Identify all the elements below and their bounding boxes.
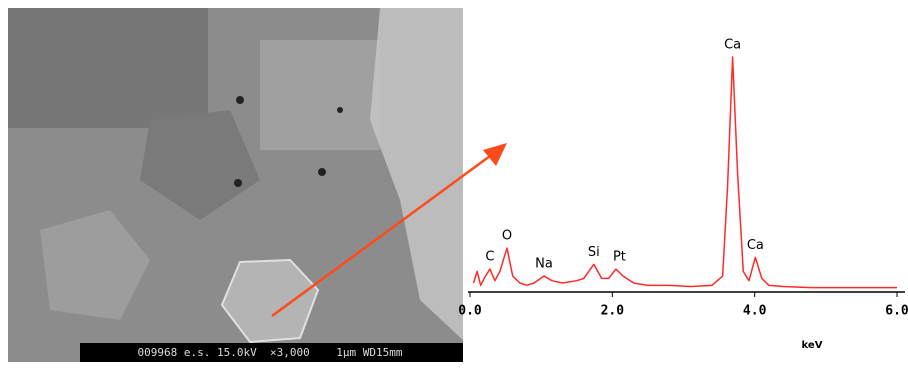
peak-label: Pt (613, 250, 626, 265)
arrow-line (271, 154, 491, 318)
peak-label: Ca (724, 38, 741, 53)
x-tick-label: 6.0 (885, 304, 908, 319)
peak-label: Ca (747, 238, 764, 253)
peak-label: C (485, 250, 494, 265)
sem-pore (236, 96, 244, 104)
arrow-head (483, 143, 507, 166)
sem-crystal (220, 258, 320, 344)
peak-label: O (502, 229, 512, 244)
spectrum-line (472, 56, 897, 289)
x-tick-label: 0.0 (458, 304, 482, 319)
x-axis-label: keV (802, 340, 823, 351)
x-tick-label: 2.0 (601, 304, 625, 319)
spectrum: 0.0 2.0 4.0 6.0 keV CO Na Si Pt Ca Ca (458, 38, 908, 352)
sem-edge (370, 8, 463, 340)
sem-region (40, 210, 150, 320)
sem-region (260, 40, 380, 150)
sem-caption: 009968 e.s. 15.0kV ×3,000 1μm WD15mm (138, 346, 403, 359)
sem-pore (337, 107, 343, 113)
sem-pore (234, 179, 242, 187)
peak-label: Si (588, 245, 600, 260)
sem-region (140, 110, 260, 220)
caption-bar (80, 343, 463, 362)
sem-image: 009968 e.s. 15.0kV ×3,000 1μm WD15mm (8, 8, 463, 362)
x-tick-label: 4.0 (743, 304, 767, 319)
sem-region (8, 8, 208, 128)
sem-pore (318, 168, 326, 176)
peak-label: Na (535, 257, 553, 272)
